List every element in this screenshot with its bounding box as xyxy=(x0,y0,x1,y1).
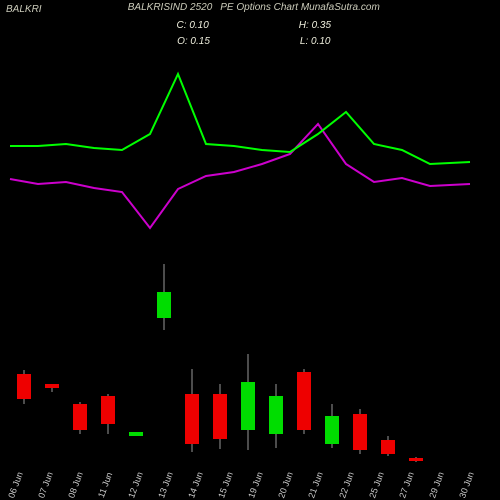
candle-body xyxy=(17,374,31,399)
chart-area xyxy=(0,34,482,470)
x-tick-label: 22 Jun xyxy=(337,471,356,500)
x-tick-label: 20 Jun xyxy=(276,471,295,500)
x-tick-label: 25 Jun xyxy=(367,471,386,500)
chart-title-label: PE Options Chart MunafaSutra.com xyxy=(220,0,380,16)
x-tick-label: 27 Jun xyxy=(397,471,416,500)
x-tick-label: 14 Jun xyxy=(186,471,205,500)
x-tick-label: 19 Jun xyxy=(246,471,265,500)
chart-svg xyxy=(0,34,482,470)
high-value: 0.35 xyxy=(312,20,331,31)
x-tick-label: 15 Jun xyxy=(216,471,235,500)
x-tick-label: 12 Jun xyxy=(126,471,145,500)
close-label: C: xyxy=(177,20,187,31)
x-tick-label: 06 Jun xyxy=(6,471,25,500)
x-tick-label: 13 Jun xyxy=(156,471,175,500)
x-tick-label: 30 Jun xyxy=(457,471,476,500)
header-center: BALKRISIND 2520 PE Options Chart MunafaS… xyxy=(48,0,460,34)
candle-body xyxy=(101,396,115,424)
x-tick-label: 29 Jun xyxy=(427,471,446,500)
candle-body xyxy=(353,414,367,450)
ohlc-block-1: C: 0.10 xyxy=(177,18,209,34)
x-tick-label: 11 Jun xyxy=(96,471,114,499)
close-value: 0.10 xyxy=(189,20,208,31)
ticker-symbol: BALKRI xyxy=(0,0,48,34)
chart-header: BALKRI BALKRISIND 2520 PE Options Chart … xyxy=(0,0,500,34)
x-tick-label: 08 Jun xyxy=(66,471,85,500)
candle-body xyxy=(241,382,255,430)
candle-body xyxy=(269,396,283,434)
candle-body xyxy=(381,440,395,454)
candle-body xyxy=(157,292,171,318)
chart-title-symbol: BALKRISIND 2520 xyxy=(128,0,213,16)
indicator-line-2 xyxy=(10,124,470,228)
high-label: H: xyxy=(299,20,309,31)
indicator-line-1 xyxy=(10,74,470,164)
candle-body xyxy=(213,394,227,439)
x-tick-label: 21 Jun xyxy=(307,471,326,500)
x-tick-label: 07 Jun xyxy=(36,471,55,500)
candle-body xyxy=(45,384,59,388)
x-axis: 06 Jun 07 Jun 08 Jun 11 Jun 12 Jun 13 Jun 14 J… xyxy=(0,470,482,500)
candle-body xyxy=(297,372,311,430)
ohlc-block-2: H: 0.35 xyxy=(299,18,331,34)
candle-body xyxy=(185,394,199,444)
candle-body xyxy=(73,404,87,430)
candle-body xyxy=(129,432,143,436)
candle-body xyxy=(409,458,423,461)
candle-body xyxy=(325,416,339,444)
